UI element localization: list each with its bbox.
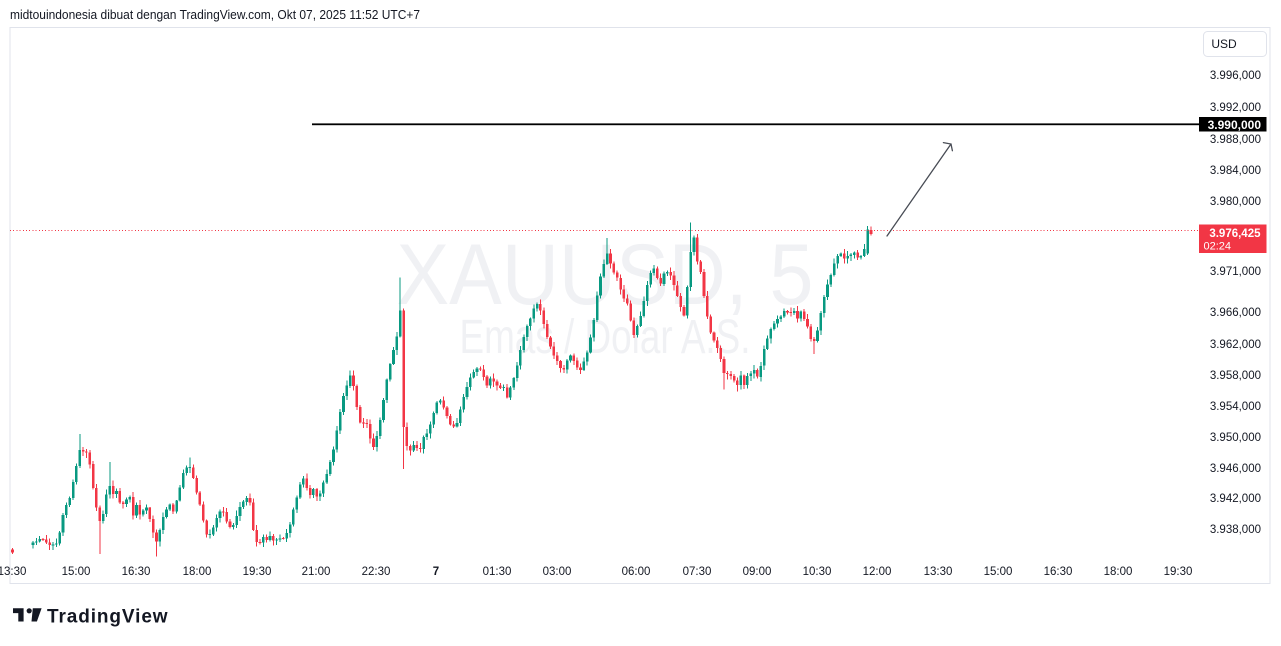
svg-text:06:00: 06:00 [622, 566, 651, 578]
svg-text:3.942,000: 3.942,000 [1210, 493, 1261, 505]
svg-text:USD: USD [1211, 37, 1237, 51]
svg-text:02:24: 02:24 [1204, 241, 1232, 253]
svg-text:13:30: 13:30 [0, 566, 26, 578]
svg-text:3.980,000: 3.980,000 [1210, 196, 1261, 208]
svg-text:12:00: 12:00 [863, 566, 892, 578]
svg-text:13:30: 13:30 [924, 566, 953, 578]
svg-text:TradingView: TradingView [47, 607, 168, 628]
svg-text:3.966,000: 3.966,000 [1210, 307, 1261, 319]
svg-text:21:00: 21:00 [302, 566, 331, 578]
svg-text:3.988,000: 3.988,000 [1210, 134, 1261, 146]
svg-text:15:00: 15:00 [62, 566, 91, 578]
svg-text:16:30: 16:30 [1044, 566, 1073, 578]
svg-text:19:30: 19:30 [1164, 566, 1193, 578]
svg-text:3.962,000: 3.962,000 [1210, 339, 1261, 351]
svg-text:09:00: 09:00 [743, 566, 772, 578]
svg-text:22:30: 22:30 [362, 566, 391, 578]
svg-text:3.990,000: 3.990,000 [1208, 118, 1262, 132]
svg-text:01:30: 01:30 [483, 566, 512, 578]
svg-text:Emas / Dolar A.S.: Emas / Dolar A.S. [460, 311, 751, 364]
svg-text:3.984,000: 3.984,000 [1210, 165, 1261, 177]
svg-text:18:00: 18:00 [1104, 566, 1133, 578]
svg-text:18:00: 18:00 [183, 566, 212, 578]
svg-text:07:30: 07:30 [683, 566, 712, 578]
svg-text:3.950,000: 3.950,000 [1210, 432, 1261, 444]
svg-text:3.954,000: 3.954,000 [1210, 401, 1261, 413]
svg-text:3.938,000: 3.938,000 [1210, 524, 1261, 536]
svg-text:3.996,000: 3.996,000 [1210, 70, 1261, 82]
svg-text:midtouindonesia dibuat dengan: midtouindonesia dibuat dengan TradingVie… [10, 8, 420, 22]
svg-text:3.976,425: 3.976,425 [1209, 228, 1261, 240]
svg-text:10:30: 10:30 [803, 566, 832, 578]
svg-text:3.971,000: 3.971,000 [1210, 266, 1261, 278]
svg-text:3.946,000: 3.946,000 [1210, 463, 1261, 475]
svg-text:15:00: 15:00 [984, 566, 1013, 578]
svg-text:7: 7 [433, 566, 439, 578]
svg-text:03:00: 03:00 [543, 566, 572, 578]
svg-text:19:30: 19:30 [243, 566, 272, 578]
svg-text:3.992,000: 3.992,000 [1210, 102, 1261, 114]
svg-text:16:30: 16:30 [122, 566, 151, 578]
svg-text:3.958,000: 3.958,000 [1210, 370, 1261, 382]
